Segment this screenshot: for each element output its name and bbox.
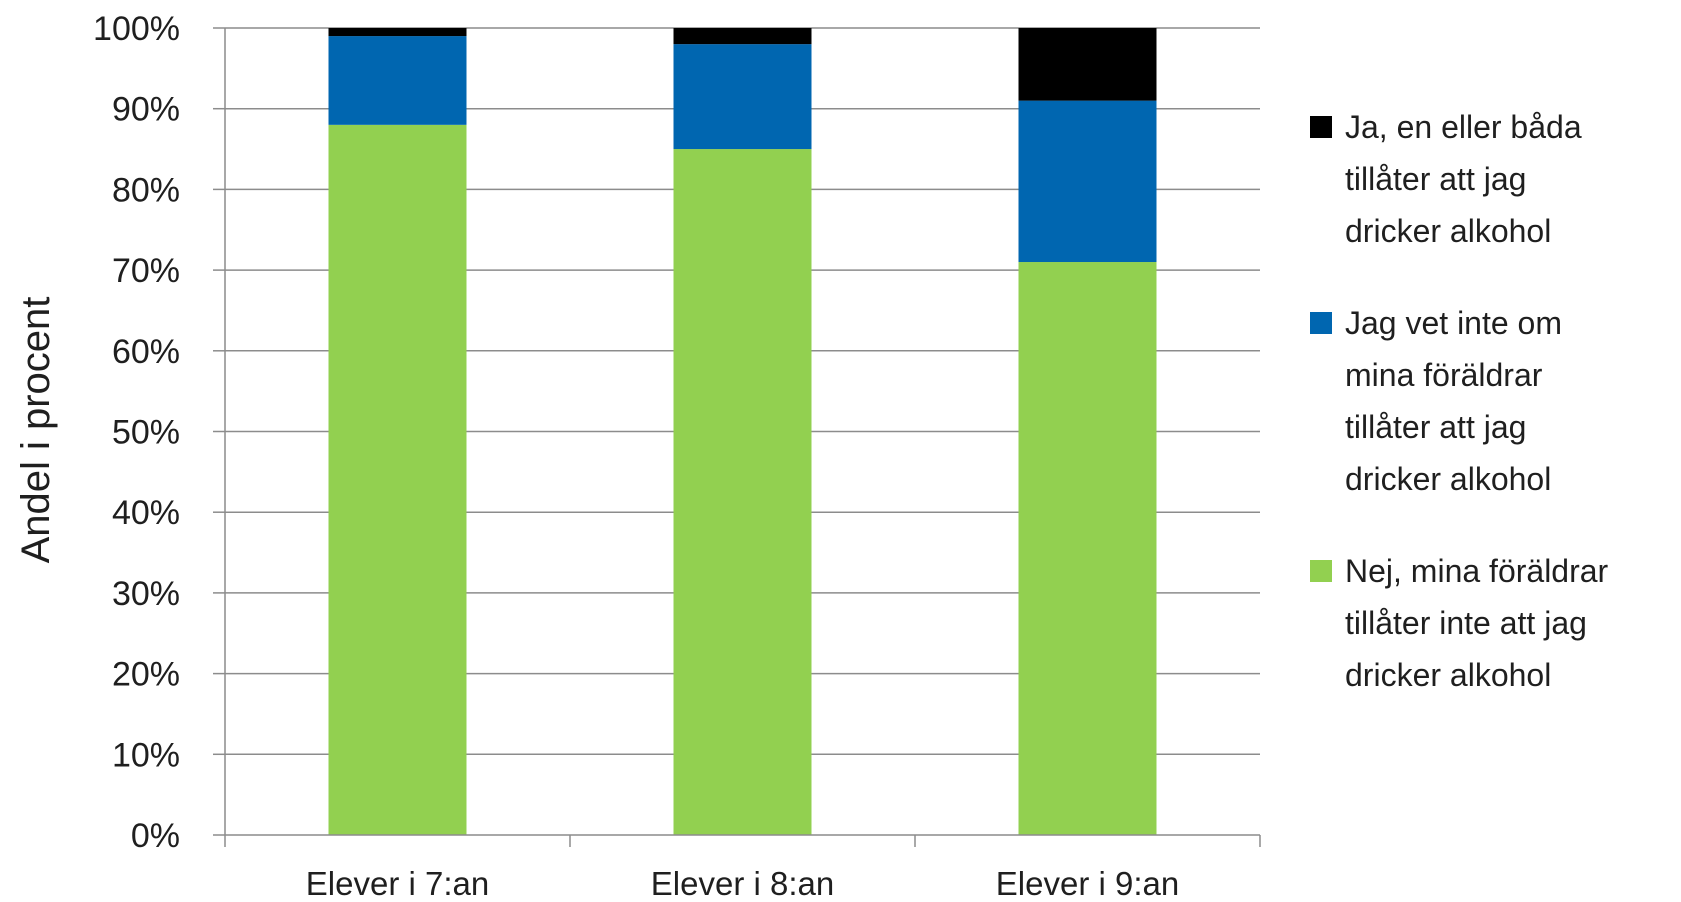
x-category-label: Elever i 7:an	[306, 865, 489, 902]
x-category-label: Elever i 8:an	[651, 865, 834, 902]
legend-label-line: Nej, mina föräldrar	[1345, 553, 1609, 589]
legend-label-line: tillåter att jag	[1345, 161, 1526, 197]
y-tick-label: 30%	[112, 575, 180, 613]
bar-segment-1-0	[328, 36, 467, 125]
legend-label-line: tillåter att jag	[1345, 409, 1526, 445]
y-tick-label: 40%	[112, 494, 180, 532]
y-tick-label: 20%	[112, 656, 180, 694]
bar-segment-0-1	[673, 149, 812, 836]
bar-segment-1-2	[1018, 100, 1157, 263]
legend-label: Jag vet inte om mina föräldrar tillåter at…	[1345, 305, 1562, 497]
legend-label-line: tillåter inte att jag	[1345, 605, 1587, 641]
legend-label-line: dricker alkohol	[1345, 461, 1551, 497]
bar-segment-2-0	[328, 28, 467, 37]
legend-label-line: dricker alkohol	[1345, 657, 1551, 693]
y-tick-label: 10%	[112, 736, 180, 774]
bar-segment-2-1	[673, 28, 812, 45]
y-tick-label: 80%	[112, 171, 180, 209]
legend-label-line: dricker alkohol	[1345, 213, 1551, 249]
x-category-label: Elever i 9:an	[996, 865, 1179, 902]
y-tick-label: 100%	[93, 10, 180, 48]
legend-entry: Nej, mina föräldrar tillåter inte att jag…	[1310, 553, 1609, 693]
legend-swatch	[1310, 116, 1332, 138]
y-tick-label: 70%	[112, 252, 180, 290]
y-tick-label: 60%	[112, 333, 180, 371]
legend-label: Nej, mina föräldrar tillåter inte att jag…	[1345, 553, 1609, 693]
legend: Ja, en eller båda tillåter att jag dricker…	[1310, 109, 1609, 693]
bars	[328, 28, 1157, 836]
bar-segment-1-1	[673, 44, 812, 150]
bar-segment-2-2	[1018, 28, 1157, 101]
y-tick-label: 0%	[131, 817, 180, 855]
legend-label-line: Jag vet inte om	[1345, 305, 1562, 341]
axes	[213, 27, 1261, 847]
y-axis-title: Andel i procent	[14, 297, 58, 564]
legend-entry: Ja, en eller båda tillåter att jag dricker…	[1310, 109, 1582, 249]
legend-swatch	[1310, 312, 1332, 334]
legend-label-line: Ja, en eller båda	[1345, 109, 1582, 145]
x-category-labels: Elever i 7:an Elever i 8:an Elever i 9:an	[306, 865, 1179, 902]
y-tick-labels: 0% 10% 20% 30% 40% 50% 60% 70% 80% 90% 100%	[93, 10, 180, 855]
legend-label-line: mina föräldrar	[1345, 357, 1543, 393]
legend-label: Ja, en eller båda tillåter att jag dricker…	[1345, 109, 1582, 249]
bar-segment-0-2	[1018, 262, 1157, 835]
y-tick-label: 50%	[112, 414, 180, 452]
y-tick-label: 90%	[112, 91, 180, 129]
bar-segment-0-0	[328, 124, 467, 836]
legend-entry: Jag vet inte om mina föräldrar tillåter at…	[1310, 305, 1562, 497]
legend-swatch	[1310, 560, 1332, 582]
